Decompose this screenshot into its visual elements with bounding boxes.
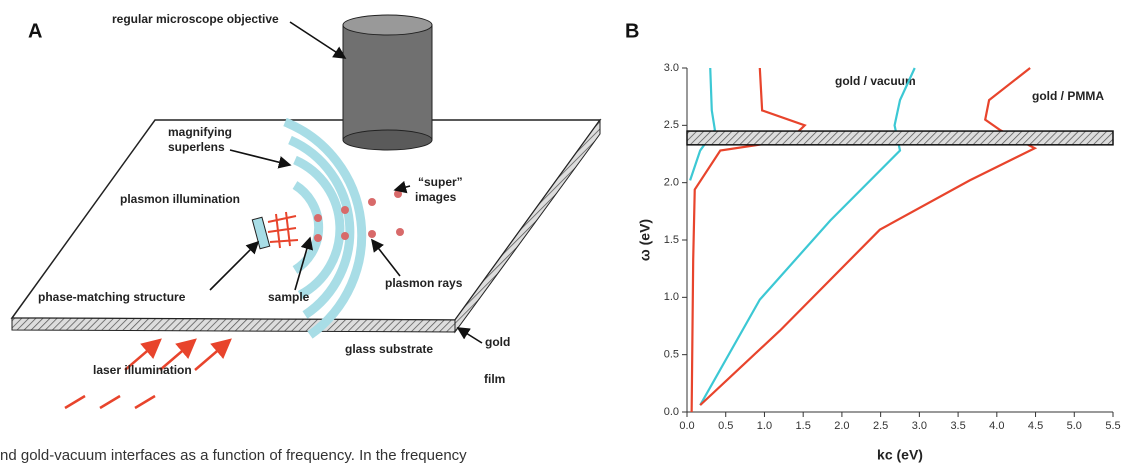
label: magnifying [168, 125, 232, 139]
figure: A reg [0, 0, 1126, 467]
x-tick-label: 1.0 [757, 420, 772, 432]
objective [343, 15, 432, 150]
y-tick-label: 2.0 [664, 177, 679, 189]
label: film [484, 372, 505, 386]
x-tick-label: 4.5 [1028, 420, 1043, 432]
highlight-band [687, 131, 1113, 145]
label: superlens [168, 140, 225, 154]
label: laser illumination [93, 363, 192, 377]
panel-b: B kc (eV) ω (eV) gold / vacuum gold / PM… [625, 20, 1121, 462]
y-tick-label: 1.5 [664, 234, 679, 246]
y-tick-label: 1.0 [664, 291, 679, 303]
annotation: gold / PMMA [1032, 89, 1104, 103]
caption: nd gold-vacuum interfaces as a function … [0, 447, 467, 464]
label: plasmon rays [385, 276, 463, 290]
annotation: gold / vacuum [835, 74, 916, 88]
x-tick-label: 2.0 [834, 420, 849, 432]
y-tick-label: 0.0 [664, 406, 679, 418]
x-tick-label: 0.5 [718, 420, 733, 432]
panel-label: A [28, 20, 42, 42]
arrow [458, 328, 482, 343]
panel-label: B [625, 20, 639, 42]
x-tick-label: 3.0 [912, 420, 927, 432]
x-tick-label: 2.5 [873, 420, 888, 432]
y-axis-label: ω (eV) [637, 219, 653, 261]
label: phase-matching structure [38, 290, 186, 304]
slab-front [12, 318, 455, 332]
arrow [290, 22, 345, 58]
x-tick-label: 4.0 [989, 420, 1004, 432]
label: plasmon illumination [120, 192, 240, 206]
curve [700, 68, 1035, 405]
label: glass substrate [345, 342, 433, 356]
y-tick-label: 3.0 [664, 62, 679, 74]
curve [700, 68, 915, 405]
panel-a: A reg [0, 12, 600, 464]
label: images [415, 190, 457, 204]
label: “super” [418, 175, 463, 189]
label: regular microscope objective [112, 12, 279, 26]
y-tick-label: 2.5 [664, 119, 679, 131]
y-tick-label: 0.5 [664, 349, 679, 361]
x-tick-label: 5.5 [1105, 420, 1120, 432]
x-tick-label: 3.5 [950, 420, 965, 432]
x-tick-label: 0.0 [679, 420, 694, 432]
x-tick-label: 5.0 [1067, 420, 1082, 432]
label: sample [268, 290, 310, 304]
x-tick-label: 1.5 [796, 420, 811, 432]
x-axis-label: kc (eV) [877, 447, 923, 463]
label: gold [485, 335, 510, 349]
